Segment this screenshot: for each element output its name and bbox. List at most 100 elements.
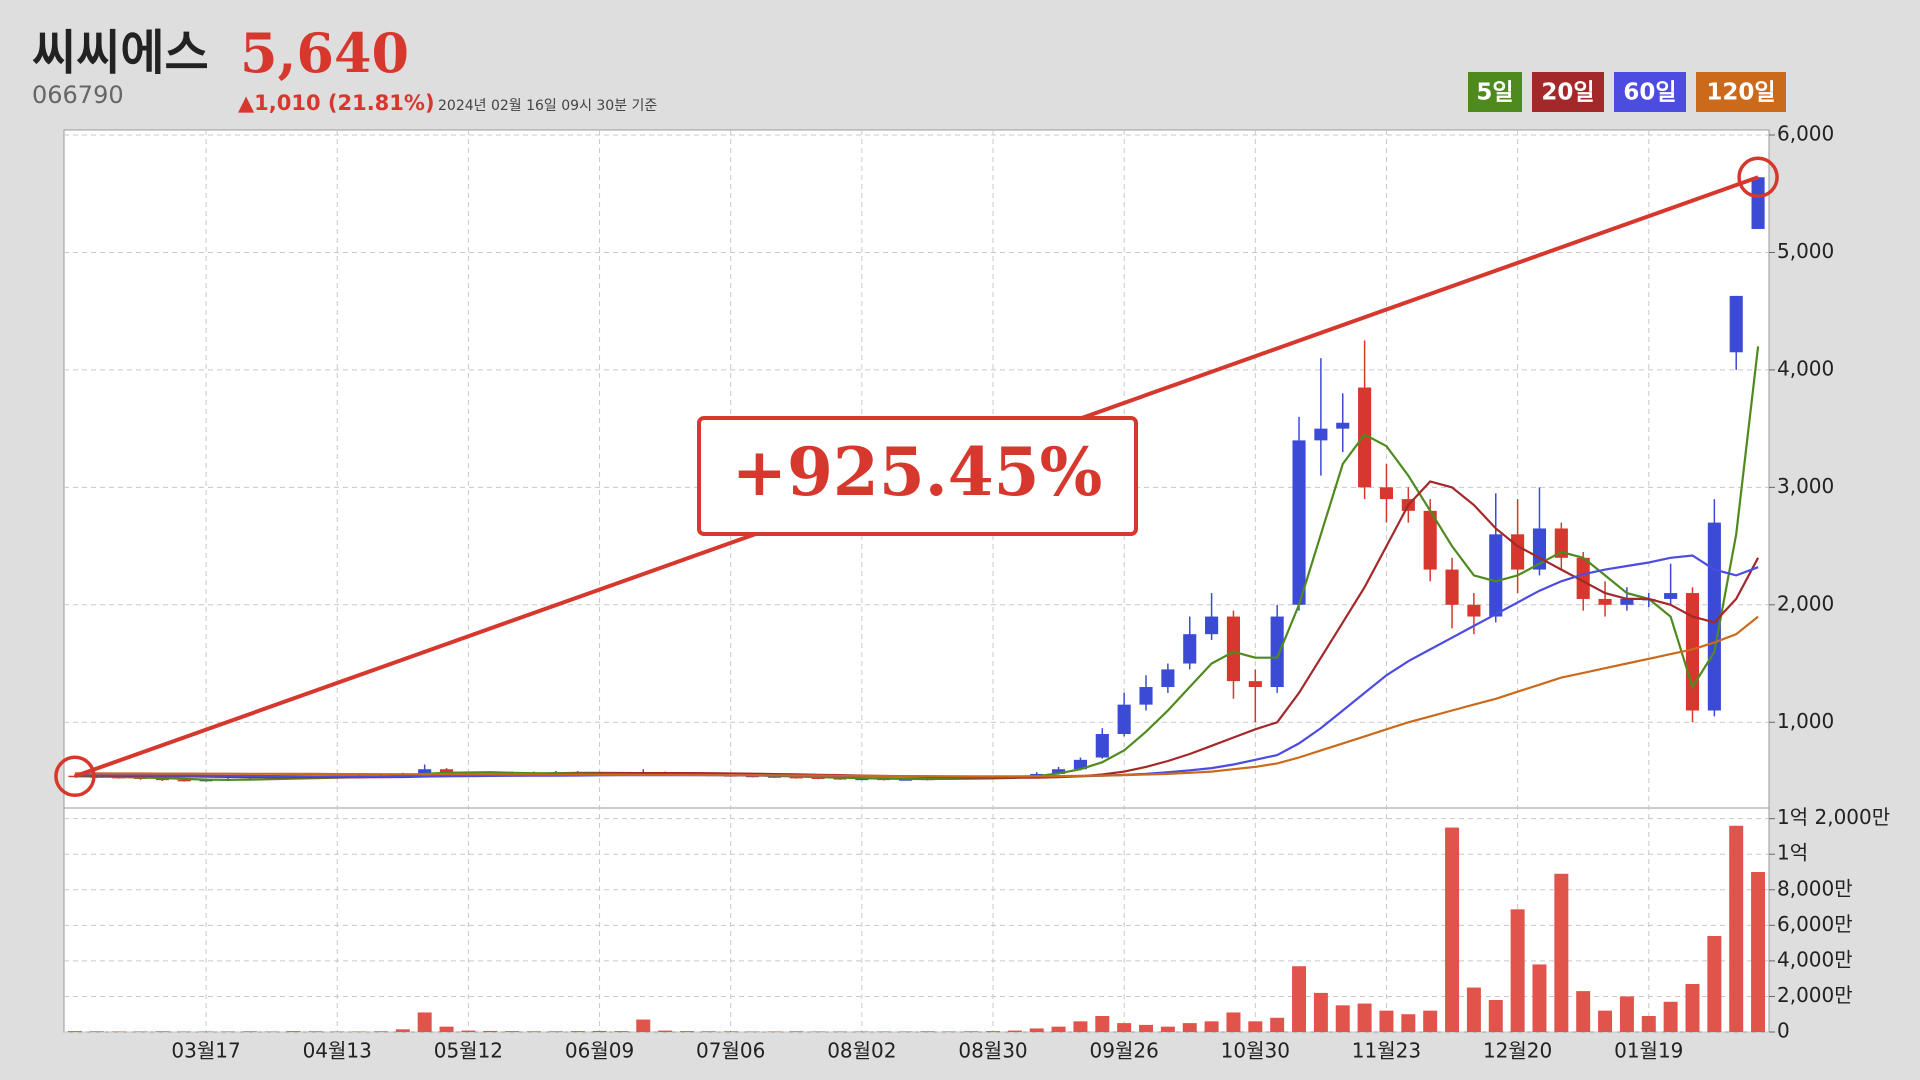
candle-body: [1423, 510, 1437, 570]
x-tick-label: 09월26: [1090, 1039, 1159, 1063]
volume-bar: [1576, 991, 1591, 1032]
volume-bar: [1466, 987, 1481, 1032]
candle-body: [855, 778, 869, 781]
legend-swatch: [1468, 72, 1522, 112]
volume-bar: [723, 1031, 738, 1032]
volume-tick-label: 6,000만: [1777, 912, 1853, 936]
candle-body: [1052, 769, 1066, 774]
candle-body: [1358, 387, 1372, 488]
annotation-box: [697, 416, 1138, 536]
candle-body: [418, 769, 432, 774]
x-tick-label: 08월02: [827, 1039, 896, 1063]
x-tick-label: 06월09: [565, 1039, 634, 1063]
volume-bar: [679, 1031, 694, 1032]
volume-bar: [177, 1031, 192, 1032]
candle-body: [1117, 704, 1131, 735]
volume-tick-label: 8,000만: [1777, 876, 1853, 900]
legend-swatch: [1614, 72, 1686, 112]
volume-tick-label: 1억: [1777, 841, 1808, 865]
candle-body: [767, 776, 781, 778]
stock-name: 씨씨에스: [32, 25, 209, 81]
volume-bar: [286, 1031, 301, 1032]
candle-body: [1620, 598, 1634, 605]
legend-swatch: [1532, 72, 1604, 112]
annotation-label: +925.45%: [732, 433, 1103, 511]
price-change: ▲1,010 (21.81%): [238, 91, 435, 115]
volume-bar: [1423, 1010, 1438, 1032]
volume-bar: [1488, 1000, 1503, 1032]
volume-bar: [1641, 1016, 1656, 1032]
volume-bar: [1226, 1012, 1241, 1032]
candle-body: [1576, 557, 1590, 599]
x-tick-label: 11월23: [1352, 1039, 1421, 1063]
candle-body: [1314, 428, 1328, 441]
volume-bar: [1292, 966, 1307, 1032]
volume-bar: [330, 1031, 345, 1032]
volume-bar: [1619, 996, 1634, 1032]
candle-body: [1270, 616, 1284, 688]
legend-label: 60일: [1623, 80, 1676, 106]
volume-bar: [1007, 1030, 1022, 1032]
candle-body: [1248, 681, 1262, 688]
volume-bar: [592, 1030, 607, 1032]
candle-body: [1161, 669, 1175, 688]
candle-body: [1445, 569, 1459, 605]
candle-body: [811, 777, 825, 779]
volume-bar: [876, 1031, 891, 1032]
legend-swatch: [1696, 72, 1786, 112]
volume-bar: [942, 1031, 957, 1032]
x-tick-label: 01월19: [1614, 1039, 1683, 1063]
candle-body: [1226, 616, 1241, 682]
volume-bar: [1401, 1014, 1416, 1032]
current-price: 5,640: [240, 21, 409, 85]
x-tick-label: 05월12: [434, 1039, 503, 1063]
volume-bar: [1532, 964, 1547, 1032]
legend-label: 20일: [1541, 80, 1594, 106]
x-tick-label: 10월30: [1221, 1039, 1290, 1063]
volume-bar: [155, 1031, 170, 1032]
volume-bar: [133, 1031, 148, 1032]
volume-bar: [1313, 992, 1328, 1032]
volume-bar: [1160, 1026, 1175, 1032]
volume-bar: [1204, 1021, 1219, 1032]
candle-body: [1183, 634, 1197, 664]
y-tick-label: 6,000: [1777, 122, 1834, 146]
candle-body: [1336, 422, 1350, 429]
candle-body: [439, 769, 454, 773]
volume-bar: [526, 1031, 541, 1032]
grid: 1,000 2,000 3,000 4,000 5,000 6,000 0 2,000만 4,0…: [64, 122, 1890, 1063]
volume-bar: [352, 1031, 367, 1032]
volume-bar: [461, 1030, 476, 1032]
x-tick-label: 04월13: [303, 1039, 372, 1063]
volume-bar: [1729, 825, 1744, 1032]
volume-bar: [1029, 1028, 1044, 1032]
y-tick-label: 2,000: [1777, 591, 1834, 615]
y-tick-label: 5,000: [1777, 239, 1834, 263]
candle-body: [1379, 487, 1394, 500]
volume-bar: [483, 1030, 498, 1032]
volume-bar: [1707, 936, 1722, 1032]
volume-bar: [548, 1031, 563, 1032]
volume-bar: [964, 1031, 979, 1032]
volume-bar: [789, 1031, 804, 1032]
candle-body: [1511, 534, 1525, 570]
volume-bar: [745, 1031, 760, 1032]
volume-bar: [1663, 1001, 1678, 1032]
volume-bar: [811, 1031, 826, 1032]
x-tick-label: 03월17: [171, 1039, 240, 1063]
volume-bar: [1139, 1024, 1154, 1032]
volume-bar: [199, 1031, 214, 1032]
volume-bar: [1445, 827, 1460, 1032]
candle-body: [1729, 295, 1743, 353]
volume-bar: [1117, 1023, 1132, 1032]
candle-body: [1095, 734, 1109, 758]
volume-bar: [1248, 1021, 1263, 1032]
volume-bar: [920, 1031, 935, 1032]
volume-bar: [1073, 1021, 1088, 1032]
candle-body: [1467, 604, 1481, 617]
volume-tick-label: 4,000만: [1777, 947, 1853, 971]
volume-tick-label: 1억 2,000만: [1777, 805, 1890, 829]
candle-body: [1292, 440, 1306, 605]
